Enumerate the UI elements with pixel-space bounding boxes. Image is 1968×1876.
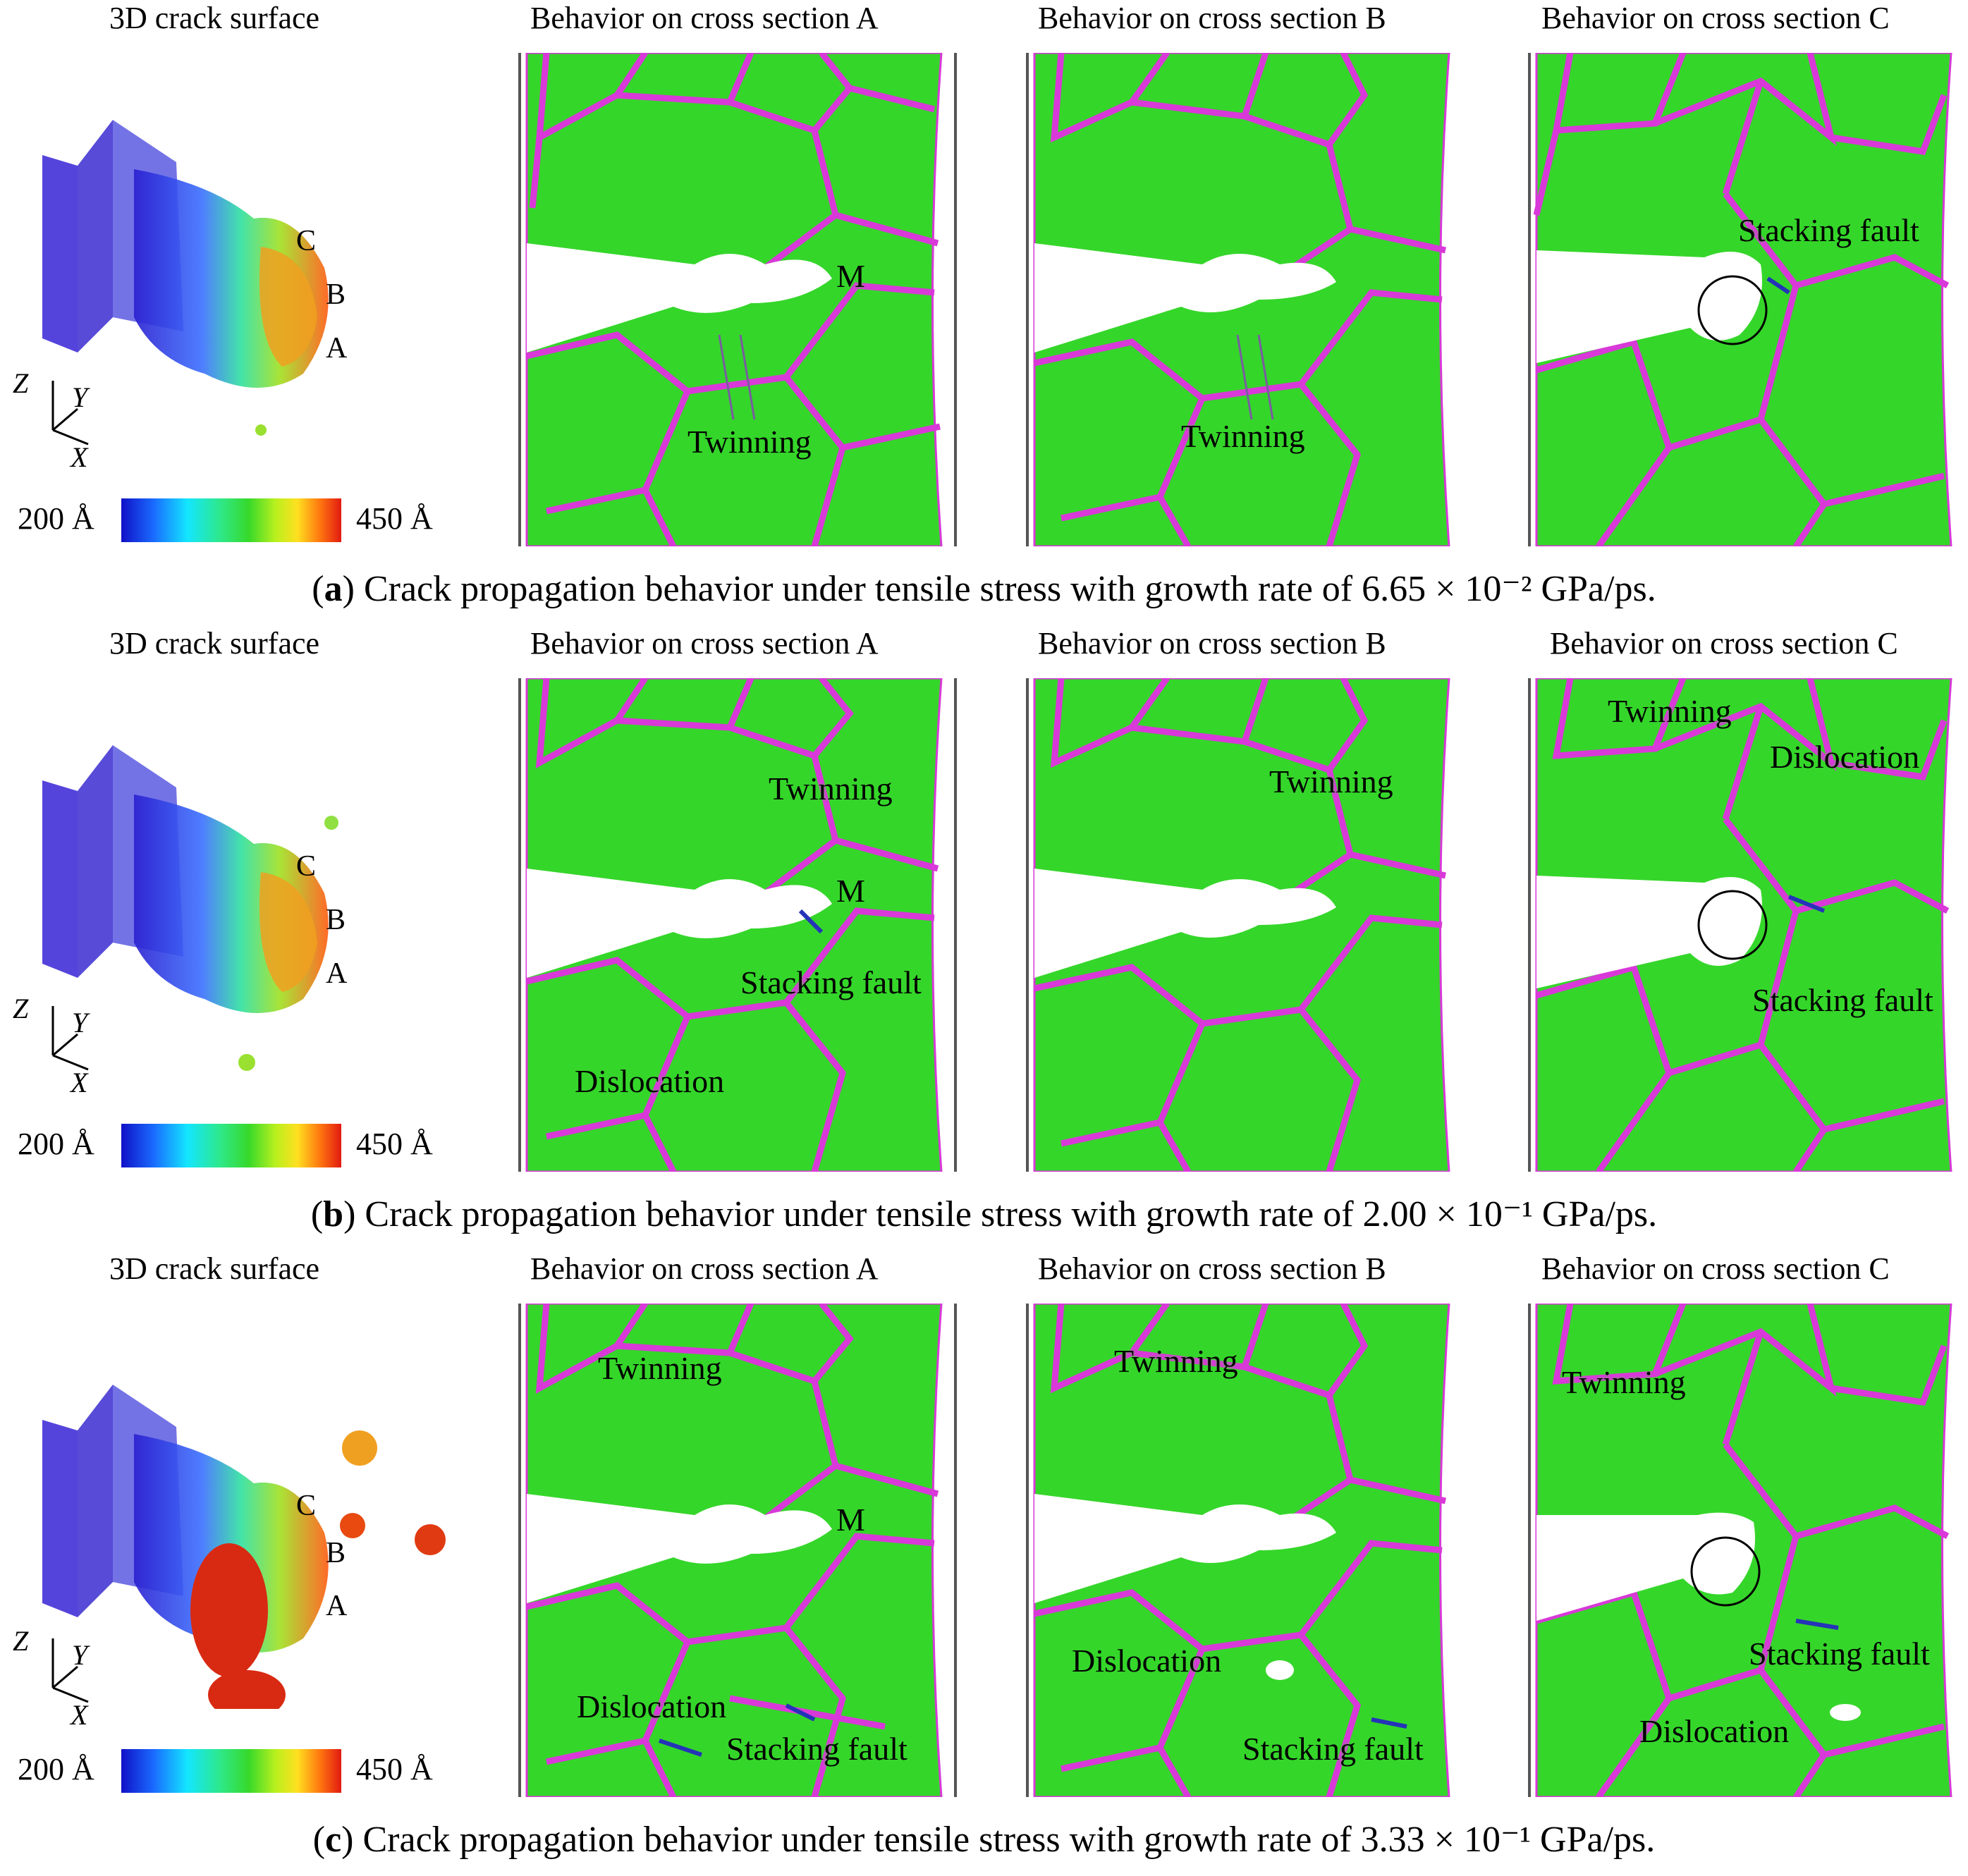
colorbar-min-label: 200 Å [18, 501, 94, 536]
crack-surface-3d [28, 106, 423, 462]
section-b-panel [1026, 1304, 1465, 1797]
header-3d-surface: 3D crack surface [109, 1251, 320, 1286]
colorbar [121, 1124, 341, 1167]
label-twinning: Twinning [1181, 418, 1305, 454]
axis-z-label: Z [13, 1625, 29, 1657]
label-twinning: Twinning [598, 1350, 722, 1386]
label-twinning: Twinning [1608, 693, 1732, 729]
label-dislocation: Dislocation [1770, 739, 1920, 775]
axis-x-label: X [71, 441, 88, 473]
header-section-b: Behavior on cross section B [1038, 1251, 1386, 1286]
colorbar-max-label: 450 Å [356, 1127, 433, 1161]
caption-a: (a) Crack propagation behavior under ten… [312, 569, 1656, 609]
colorbar-max-label: 450 Å [356, 1752, 433, 1786]
label-stacking-fault: Stacking fault [726, 1731, 907, 1767]
label-m: M [836, 1502, 865, 1538]
label-twinning: Twinning [687, 424, 812, 460]
point-b-label: B [326, 904, 346, 936]
header-section-a: Behavior on cross section A [530, 626, 879, 661]
label-stacking-fault: Stacking fault [1752, 982, 1933, 1018]
point-a-label: A [326, 332, 348, 364]
figure-row-a: 3D crack surface Behavior on cross secti… [0, 0, 1968, 625]
colorbar-min-label: 200 Å [18, 1752, 94, 1786]
section-a-panel [518, 678, 957, 1172]
colorbar-min-label: 200 Å [18, 1127, 94, 1161]
caption-b: (b) Crack propagation behavior under ten… [310, 1194, 1658, 1234]
label-stacking-fault: Stacking fault [1738, 212, 1919, 248]
caption-text: Crack propagation behavior under tensile… [355, 1194, 1658, 1234]
section-c-panel [1528, 678, 1967, 1172]
header-section-b: Behavior on cross section B [1038, 626, 1386, 661]
label-stacking-fault: Stacking fault [1749, 1636, 1930, 1672]
label-dislocation: Dislocation [1639, 1713, 1790, 1749]
point-c-label: C [296, 1490, 317, 1522]
axis-x-label: X [71, 1067, 88, 1098]
figure-row-b: 3D crack surface Behavior on cross secti… [0, 625, 1968, 1251]
label-dislocation: Dislocation [577, 1688, 727, 1724]
point-a-label: A [326, 957, 348, 990]
point-b-label: B [326, 278, 346, 311]
axis-triad-icon [39, 992, 95, 1080]
label-m: M [836, 873, 865, 909]
section-c-panel [1528, 53, 1967, 546]
axis-y-label: Y [72, 1007, 88, 1038]
axis-triad-icon [39, 1624, 95, 1712]
caption-letter: b [323, 1194, 344, 1234]
point-c-label: C [296, 850, 317, 883]
caption-text: Crack propagation behavior under tensile… [354, 569, 1656, 609]
caption-c: (c) Crack propagation behavior under ten… [312, 1820, 1656, 1860]
label-twinning: Twinning [1562, 1364, 1686, 1400]
section-b-panel [1026, 53, 1465, 546]
section-b-panel [1026, 678, 1465, 1172]
axis-y-label: Y [72, 381, 88, 413]
point-c-label: C [296, 225, 317, 257]
figure-row-c: 3D crack surface Behavior on cross secti… [0, 1251, 1968, 1876]
caption-text: Crack propagation behavior under tensile… [353, 1820, 1656, 1860]
header-3d-surface: 3D crack surface [109, 1, 320, 35]
header-section-c: Behavior on cross section C [1550, 626, 1898, 661]
header-3d-surface: 3D crack surface [109, 626, 320, 661]
header-section-a: Behavior on cross section A [530, 1251, 879, 1286]
point-b-label: B [326, 1537, 346, 1569]
crack-surface-3d [28, 731, 423, 1087]
header-section-b: Behavior on cross section B [1038, 1, 1386, 35]
label-twinning: Twinning [1114, 1343, 1238, 1379]
axis-z-label: Z [13, 993, 29, 1024]
axis-z-label: Z [13, 367, 29, 399]
header-section-c: Behavior on cross section C [1541, 1, 1890, 35]
label-dislocation: Dislocation [1072, 1643, 1222, 1679]
label-m: M [836, 258, 865, 294]
colorbar [121, 498, 341, 542]
label-twinning: Twinning [1269, 764, 1393, 799]
crack-surface-3d [28, 1356, 451, 1719]
colorbar [121, 1749, 341, 1793]
axis-x-label: X [71, 1699, 88, 1731]
section-a-panel [518, 1304, 957, 1797]
axis-y-label: Y [72, 1639, 88, 1671]
caption-letter: a [324, 569, 343, 609]
label-stacking-fault: Stacking fault [1242, 1731, 1424, 1767]
label-stacking-fault: Stacking fault [740, 964, 922, 1000]
header-section-c: Behavior on cross section C [1541, 1251, 1890, 1286]
header-section-a: Behavior on cross section A [530, 1, 879, 35]
section-c-panel [1528, 1304, 1967, 1797]
colorbar-max-label: 450 Å [356, 501, 433, 536]
section-a-panel [518, 53, 957, 546]
caption-letter: c [325, 1820, 342, 1860]
point-a-label: A [326, 1590, 348, 1622]
label-twinning: Twinning [769, 771, 893, 807]
axis-triad-icon [39, 367, 95, 455]
label-dislocation: Dislocation [575, 1063, 725, 1099]
